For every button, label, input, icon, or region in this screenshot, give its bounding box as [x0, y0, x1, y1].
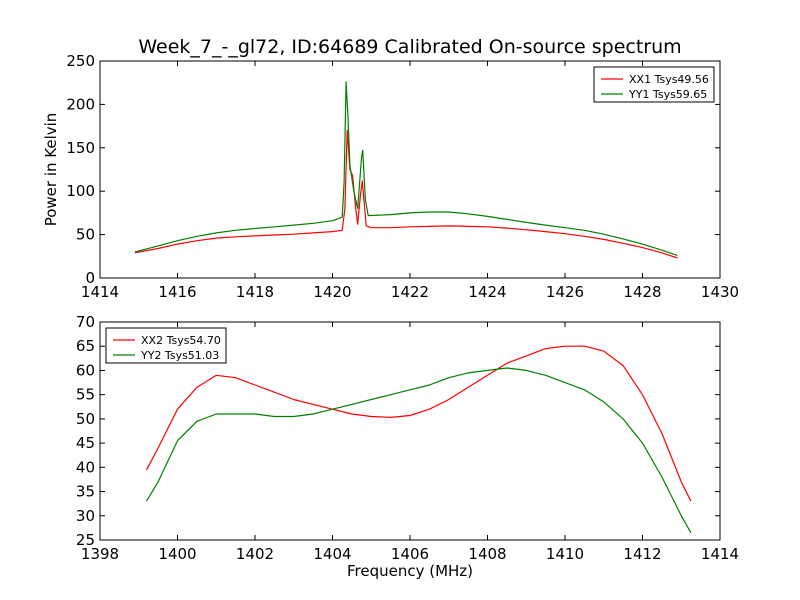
y-tick-label: 150 [66, 139, 95, 157]
legend: XX2 Tsys54.70 YY2 Tsys51.03 [105, 327, 227, 364]
y-tick-label: 45 [76, 434, 95, 452]
legend-box [105, 327, 227, 364]
x-tick-label: 1416 [158, 283, 196, 301]
y-tick-label: 50 [76, 410, 95, 428]
x-tick-label: 1414 [81, 283, 119, 301]
x-tick-label: 1410 [546, 545, 584, 563]
x-tick-label: 1418 [236, 283, 274, 301]
y-tick-label: 250 [66, 52, 95, 70]
x-tick-label: 1404 [313, 545, 351, 563]
chart-title: Week_7_-_gl72, ID:64689 Calibrated On-so… [138, 36, 681, 58]
legend-label: XX2 Tsys54.70 [141, 334, 221, 347]
y-tick-label: 60 [76, 361, 95, 379]
series-line-1 [145, 367, 692, 533]
x-tick-label: 1420 [313, 283, 351, 301]
y-tick-label: 100 [66, 182, 95, 200]
y-tick-label: 25 [76, 531, 95, 549]
legend-box [593, 66, 715, 103]
x-tick-label: 1414 [701, 545, 739, 563]
series-line-0 [145, 345, 692, 502]
legend: XX1 Tsys49.56 YY1 Tsys59.65 [593, 66, 715, 103]
y-tick-label: 50 [76, 226, 95, 244]
x-tick-label: 1422 [391, 283, 429, 301]
x-axis-label: Frequency (MHz) [347, 562, 473, 580]
legend-label: XX1 Tsys49.56 [629, 73, 709, 86]
y-tick-label: 30 [76, 507, 95, 525]
y-tick-label: 40 [76, 458, 95, 476]
x-tick-label: 1430 [701, 283, 739, 301]
legend-label: YY1 Tsys59.65 [628, 88, 707, 101]
y-tick-label: 70 [76, 313, 95, 331]
x-tick-label: 1428 [623, 283, 661, 301]
lower-spectrum-panel: 1398 1400 1402 1404 1406 1408 1410 1412 1414 25 30… [76, 313, 739, 580]
series-line-1 [134, 81, 678, 256]
x-tick-label: 1426 [546, 283, 584, 301]
series-line-0 [134, 129, 678, 259]
y-tick-label: 0 [85, 269, 95, 287]
x-tick-label: 1424 [468, 283, 506, 301]
y-tick-label: 65 [76, 337, 95, 355]
x-tick-label: 1400 [158, 545, 196, 563]
upper-spectrum-panel: 1414 1416 1418 1420 1422 1424 1426 1428 1430 0 50 1… [42, 52, 739, 301]
y-tick-label: 55 [76, 386, 95, 404]
x-tick-label: 1408 [468, 545, 506, 563]
x-tick-label: 1406 [391, 545, 429, 563]
x-tick-label: 1402 [236, 545, 274, 563]
y-tick-label: 35 [76, 483, 95, 501]
x-tick-label: 1412 [623, 545, 661, 563]
legend-label: YY2 Tsys51.03 [140, 349, 219, 362]
y-tick-label: 200 [66, 95, 95, 113]
x-tick-label: 1398 [81, 545, 119, 563]
y-axis-label: Power in Kelvin [42, 113, 60, 227]
